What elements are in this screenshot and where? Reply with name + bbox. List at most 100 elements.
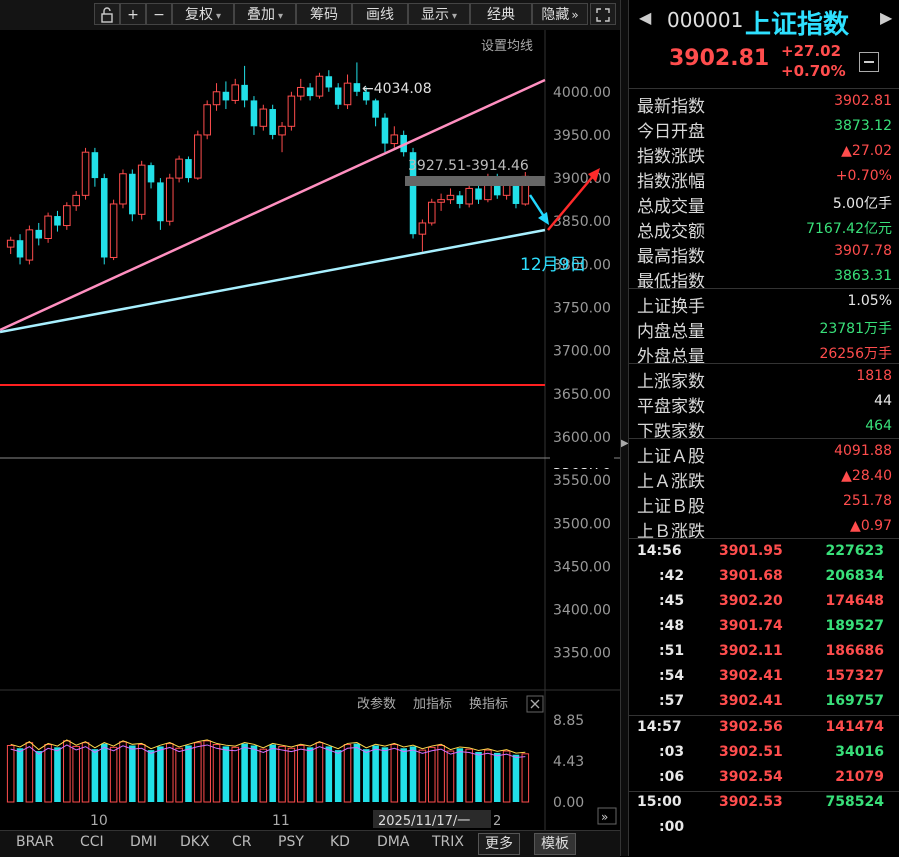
stat-row: 平盘家数 44: [637, 390, 892, 417]
volume-bar: [16, 748, 24, 802]
price-tick-label: 3400.00: [553, 603, 611, 619]
stat-value: ▲27.02: [841, 143, 892, 159]
adjust-button[interactable]: 复权 ▾: [172, 3, 234, 25]
candle-body: [446, 194, 455, 201]
add-indicator-button[interactable]: 加指标: [413, 697, 452, 712]
volume-bar: [6, 744, 15, 803]
tab-cci[interactable]: CCI: [80, 834, 104, 850]
candle-body: [475, 188, 482, 200]
candle-body: [315, 75, 324, 97]
stat-row: 上Ｂ涨跌 ▲0.97: [637, 515, 892, 542]
candle-body: [54, 216, 61, 226]
tick-row: 14:56 3901.95 227623: [629, 540, 892, 565]
minimize-icon[interactable]: [859, 52, 879, 72]
template-button[interactable]: 模板: [534, 833, 576, 855]
close-vol-icon[interactable]: [526, 695, 544, 713]
tick-volume: 758524: [825, 794, 884, 810]
volume-bar: [306, 747, 314, 802]
tick-time: :03: [659, 744, 685, 760]
tick-price: 3902.51: [719, 744, 783, 760]
classic-button[interactable]: 经典: [470, 3, 532, 25]
candle-body: [129, 173, 136, 215]
tick-volume: 169757: [825, 693, 884, 709]
panel-divider[interactable]: ▶: [620, 0, 629, 856]
overlay-button[interactable]: 叠加 ▾: [234, 3, 296, 25]
pink-trendline: [0, 78, 546, 332]
draw-line-button[interactable]: 画线: [352, 3, 408, 25]
candle-body: [119, 173, 127, 205]
red-arrow-head: [588, 168, 600, 182]
volume-bar: [241, 743, 248, 802]
ma-setting-label[interactable]: 设置均线: [481, 39, 533, 54]
prev-stock-icon[interactable]: ◀: [639, 8, 652, 27]
display-button[interactable]: 显示 ▾: [408, 3, 470, 25]
cyan-arrow: [528, 194, 547, 219]
tick-volume: 206834: [825, 568, 884, 584]
stat-value: 464: [865, 418, 892, 434]
stat-value: +0.70%: [835, 168, 892, 184]
candle-body: [165, 177, 174, 222]
volume-bar: [194, 742, 202, 803]
kline-chart[interactable]: 设置均线 4000.00 3950.00 3900.00 3850.00 3800.00…: [0, 30, 620, 830]
tab-trix[interactable]: TRIX: [432, 834, 464, 850]
price-tick-label: 3450.00: [553, 559, 611, 575]
scroll-right-icon[interactable]: [597, 807, 617, 825]
tick-price: 3902.20: [719, 593, 783, 609]
tab-dkx[interactable]: DKX: [180, 834, 210, 850]
high-label: ←4034.08: [362, 81, 432, 97]
gap-range-label: 3927.51-3914.46: [408, 158, 529, 174]
tab-dma[interactable]: DMA: [377, 834, 410, 850]
tick-row: :03 3902.51 34016: [629, 741, 892, 766]
candle-body: [203, 104, 211, 136]
next-stock-icon[interactable]: ▶: [880, 8, 893, 27]
tab-cr[interactable]: CR: [232, 834, 252, 850]
volume-bar: [165, 743, 174, 803]
more-indicators-button[interactable]: 更多: [478, 833, 520, 855]
hide-button[interactable]: 隐藏»: [532, 3, 588, 25]
candle-body: [35, 229, 43, 239]
volume-bar: [502, 750, 511, 803]
candle-body: [44, 215, 52, 239]
price-tick-label: 3700.00: [553, 344, 611, 360]
zoom-out-icon[interactable]: −: [146, 3, 172, 25]
tick-row: :48 3901.74 189527: [629, 615, 892, 640]
volume-bar: [325, 746, 333, 802]
tab-dmi[interactable]: DMI: [130, 834, 157, 850]
kline-svg[interactable]: 设置均线 4000.00 3950.00 3900.00 3850.00 3800.00…: [0, 30, 620, 830]
volume-bar: [175, 747, 183, 803]
stat-row: 上证Ａ股 4091.88: [637, 440, 892, 467]
candle-body: [6, 239, 15, 248]
stat-label: 上Ｂ涨跌: [637, 522, 705, 542]
tab-psy[interactable]: PSY: [278, 834, 304, 850]
fullscreen-icon[interactable]: [590, 3, 616, 25]
collapse-icon[interactable]: ▶: [621, 438, 629, 449]
tick-price: 3901.74: [719, 618, 783, 634]
x-label-oct: 10: [90, 813, 108, 829]
stat-value: 4091.88: [834, 443, 892, 459]
candle-body: [362, 91, 370, 101]
chips-button[interactable]: 筹码: [296, 3, 352, 25]
stat-value: 3863.31: [834, 268, 892, 284]
lock-icon[interactable]: [94, 3, 120, 25]
stat-label: 总成交额: [637, 222, 705, 242]
volume-bar: [259, 748, 268, 803]
candle-body: [137, 164, 146, 215]
zoom-in-icon[interactable]: +: [120, 3, 146, 25]
edit-params-button[interactable]: 改参数: [357, 696, 396, 712]
tab-brar[interactable]: BRAR: [16, 834, 55, 850]
candle-body: [343, 82, 352, 106]
price-tick-label: 3350.00: [553, 646, 611, 662]
candle-body: [269, 109, 276, 135]
tick-row: :45 3902.20 174648: [629, 590, 892, 615]
tick-time: 15:00: [637, 794, 682, 810]
tab-kd[interactable]: KD: [330, 834, 350, 850]
tick-volume: 141474: [825, 719, 884, 735]
gap-band: [405, 176, 545, 186]
candle-body: [502, 184, 511, 196]
change-indicator-button[interactable]: 换指标: [469, 697, 508, 712]
candle-body: [16, 240, 24, 258]
volume-bar: [81, 742, 90, 803]
price-tick-label: 3550.00: [553, 473, 611, 489]
candle-body: [157, 182, 164, 222]
price-tick-label: 3750.00: [553, 301, 611, 317]
